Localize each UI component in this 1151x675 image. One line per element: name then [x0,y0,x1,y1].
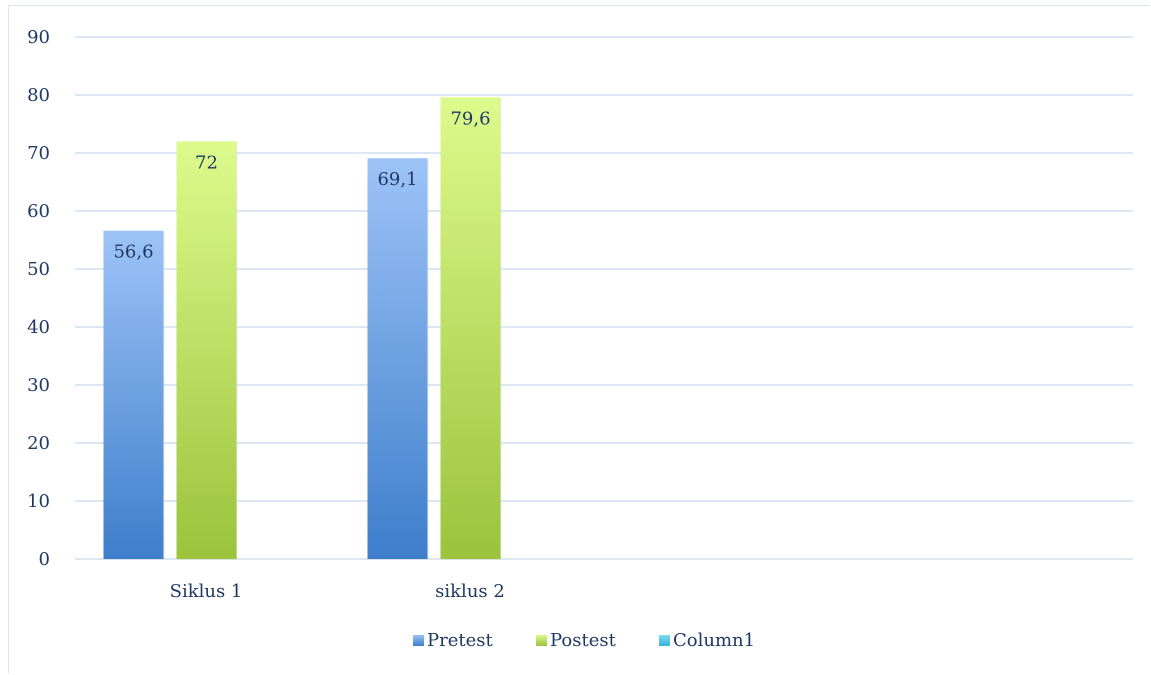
data-label: 56,6 [113,242,153,263]
bar-postest-1 [176,141,237,559]
legend-label-pretest: Pretest [427,630,493,651]
x-axis-categories: Siklus 1 siklus 2 [170,581,505,602]
chart-frame [8,5,1150,673]
y-tick-label: 20 [27,433,50,454]
y-tick-label: 10 [27,491,50,512]
bars: 56,6 72 69,1 79,6 [103,97,502,560]
legend-swatch-column1 [659,635,670,646]
y-tick-label: 30 [27,375,50,396]
data-label: 69,1 [377,169,417,190]
bar-pretest-1 [103,230,164,559]
x-category-label: Siklus 1 [170,581,243,602]
legend-label-column1: Column1 [673,630,755,651]
y-tick-label: 70 [27,143,50,164]
legend-label-postest: Postest [550,630,617,651]
x-category-label: siklus 2 [435,581,505,602]
data-label: 79,6 [450,108,490,129]
gridlines [75,36,1133,560]
bar-postest-2 [440,97,501,559]
y-tick-label: 90 [27,27,50,48]
y-tick-label: 60 [27,201,50,222]
y-tick-label: 0 [39,549,50,570]
data-label: 72 [195,152,218,173]
legend-swatch-pretest [413,635,424,646]
y-tick-label: 40 [27,317,50,338]
legend: Pretest Postest Column1 [413,630,755,651]
y-tick-label: 80 [27,85,50,106]
bar-pretest-2 [367,158,428,559]
legend-swatch-postest [536,635,547,646]
y-axis-ticks: 0 10 20 30 40 50 60 70 80 90 [27,27,50,570]
y-tick-label: 50 [27,259,50,280]
